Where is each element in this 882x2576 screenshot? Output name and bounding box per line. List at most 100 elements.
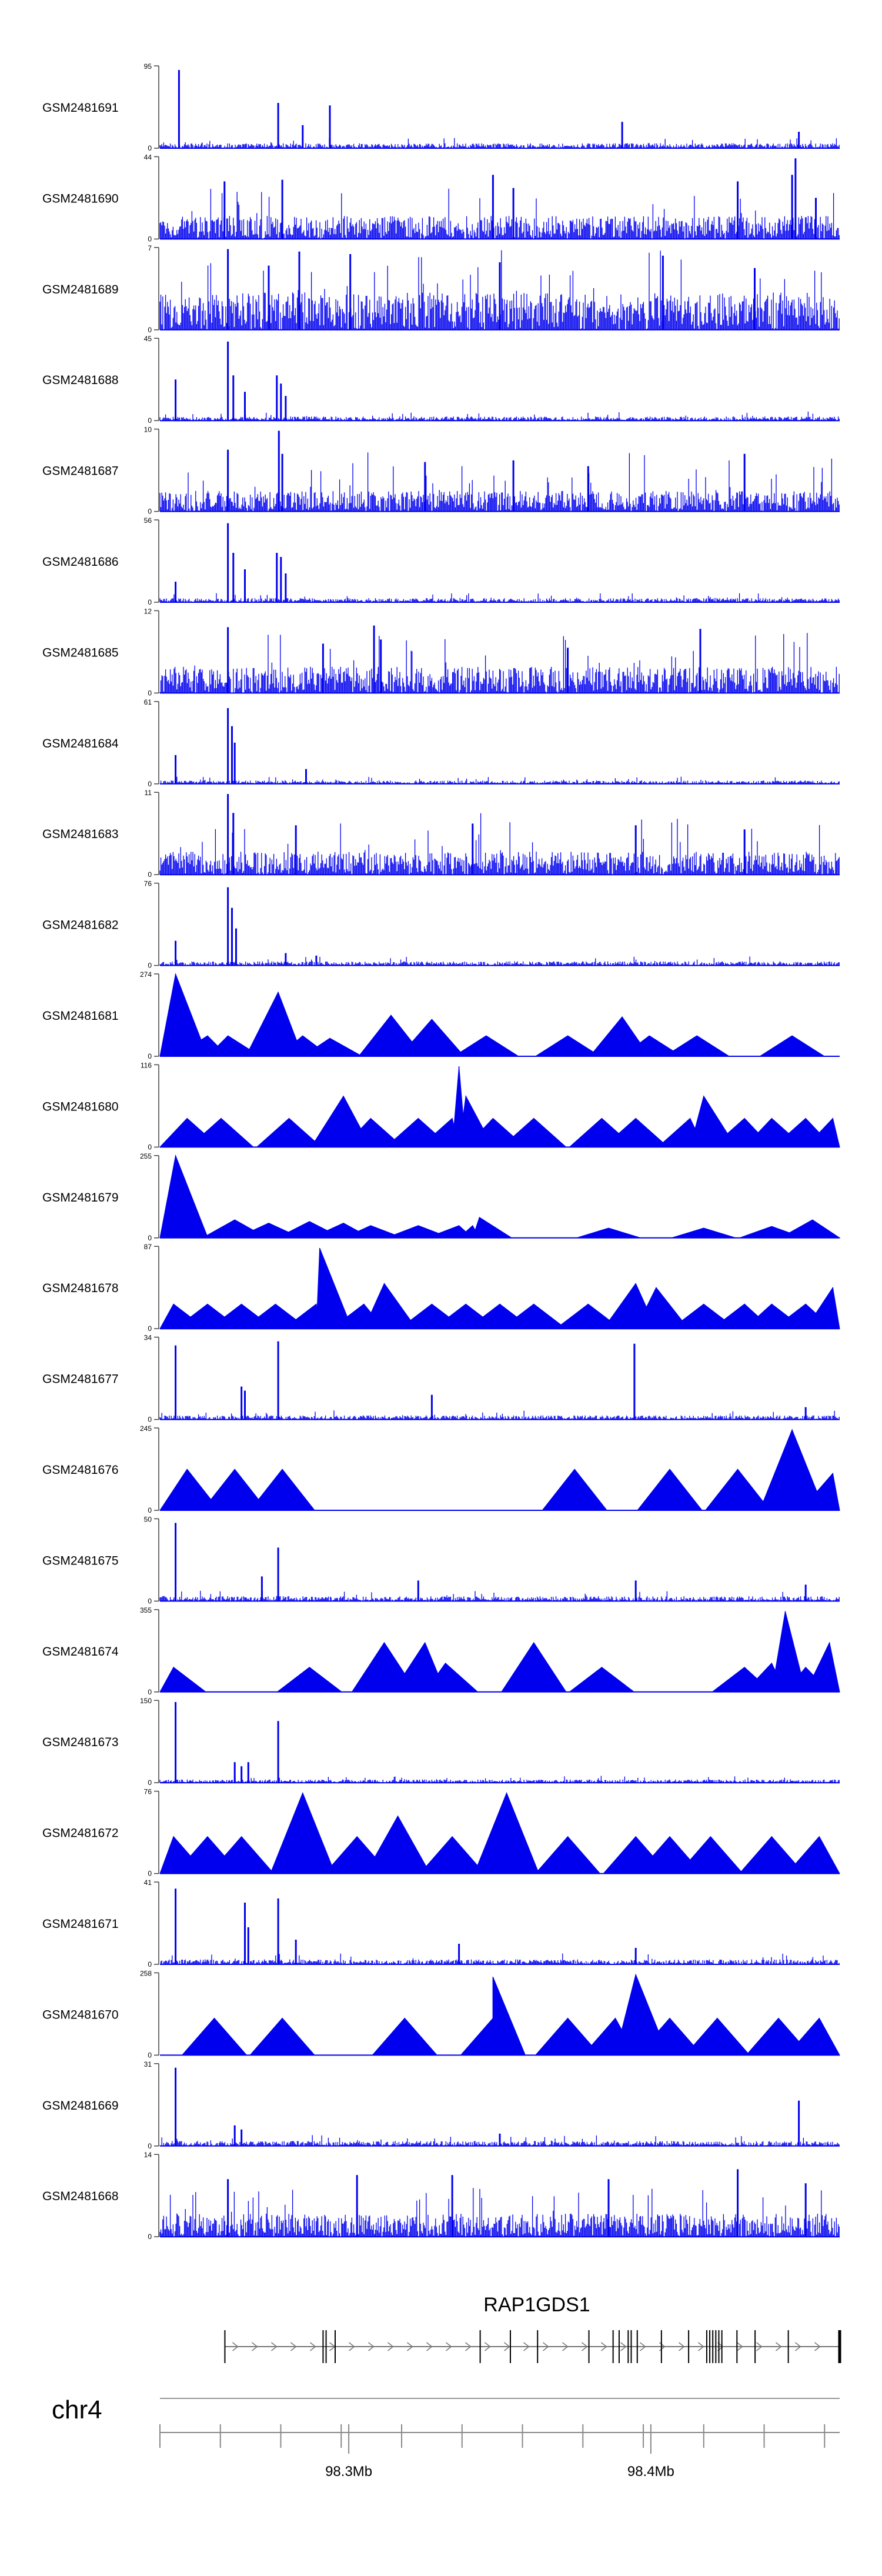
strand-arrow [678,2342,685,2351]
track-GSM2481670: GSM2481670 258 0 [42,1969,840,2059]
track-label: GSM2481677 [42,1373,119,1386]
y-max-tick-label: 87 [144,1243,152,1251]
coverage-area [159,973,826,1057]
track-label: GSM2481685 [42,646,119,659]
track-label: GSM2481675 [42,1554,119,1567]
coverage-signal [159,1776,840,1783]
coverage-tracks: GSM2481691950GSM2481690440GSM248168970GS… [42,62,841,2241]
strand-arrow [543,2342,549,2351]
y-max-tick-label: 56 [144,516,152,525]
strand-arrow [310,2342,316,2351]
strand-arrow [504,2342,510,2351]
track-GSM2481668: GSM2481668 14 0 [42,2151,840,2241]
track-label: GSM2481687 [42,465,119,478]
coverage-signal [159,633,840,693]
coverage-signal [159,776,840,784]
y-min-tick-label: 0 [148,144,152,152]
track-GSM2481669: GSM2481669 31 0 [42,2060,840,2150]
track-label: GSM2481690 [42,192,119,205]
track-label: GSM2481676 [42,1463,119,1477]
track-GSM2481673: GSM2481673 150 0 [42,1697,840,1787]
track-label: GSM2481671 [42,1917,119,1931]
track-label: GSM2481689 [42,283,119,296]
y-min-tick-label: 0 [148,1870,152,1878]
coverage-signal [159,138,840,148]
y-max-tick-label: 274 [140,970,152,979]
coverage-signal [159,956,840,966]
coverage-signal [159,452,840,512]
y-min-tick-label: 0 [148,326,152,334]
y-min-tick-label: 0 [148,235,152,243]
y-max-tick-label: 12 [144,607,152,615]
track-label: GSM2481673 [42,1736,119,1749]
coverage-signal [159,813,840,875]
y-min-tick-label: 0 [148,962,152,970]
track-GSM2481678: GSM2481678 87 0 [42,1243,840,1333]
strand-arrow [620,2342,627,2351]
y-min-tick-label: 0 [148,508,152,516]
track-GSM2481672: GSM2481672 76 0 [42,1788,840,1878]
track-GSM2481676: GSM2481676 245 0 [42,1424,840,1514]
y-min-tick-label: 0 [148,1416,152,1424]
track-GSM2481682: GSM2481682 76 0 [42,880,840,970]
coverage-area [159,1247,840,1329]
y-min-tick-label: 0 [148,1960,152,1968]
strand-arrow [271,2342,278,2351]
coverage-area [181,1973,840,2056]
track-GSM2481691: GSM2481691 95 0 [42,62,840,152]
y-min-tick-label: 0 [148,780,152,788]
track-GSM2481671: GSM2481671 41 0 [42,1878,840,1968]
x-axis-tick-label: 98.3Mb [325,2464,372,2480]
chromosome-label: chr4 [52,2395,102,2424]
track-label: GSM2481678 [42,1282,119,1295]
strand-arrow [736,2342,743,2351]
coverage-area [159,1154,841,1239]
coverage-signal [159,1590,840,1601]
y-max-tick-label: 44 [144,153,152,161]
track-label: GSM2481680 [42,1100,119,1113]
strand-arrow [697,2342,704,2351]
genomic-axis: chr4 98.3Mb 98.4Mb [52,2395,840,2480]
strand-arrow [290,2342,297,2351]
y-min-tick-label: 0 [148,1143,152,1151]
y-min-tick-label: 0 [148,2142,152,2150]
track-GSM2481689: GSM2481689 7 0 [42,244,840,334]
track-GSM2481690: GSM2481690 44 0 [42,153,840,243]
y-min-tick-label: 0 [148,1234,152,1242]
y-min-tick-label: 0 [148,416,152,425]
track-GSM2481674: GSM2481674 355 0 [42,1606,840,1696]
strand-arrow [349,2342,355,2351]
y-max-tick-label: 11 [145,789,152,797]
y-min-tick-label: 0 [148,1778,152,1787]
coverage-signal [160,1953,840,1964]
track-GSM2481680: GSM2481680 116 0 [42,1061,840,1151]
gene-model: RAP1GDS1 [224,2294,841,2363]
y-min-tick-label: 0 [148,1506,152,1514]
coverage-area [159,1792,840,1874]
strand-arrow [252,2342,258,2351]
y-max-tick-label: 255 [140,1152,152,1160]
track-label: GSM2481683 [42,827,119,841]
y-min-tick-label: 0 [148,598,152,606]
y-min-tick-label: 0 [148,1324,152,1333]
y-max-tick-label: 95 [144,62,152,71]
y-max-tick-label: 7 [148,244,152,252]
strand-arrow [232,2342,239,2351]
strand-arrow [600,2342,607,2351]
strand-arrow [562,2342,569,2351]
x-axis-tick-label: 98.4Mb [627,2464,674,2480]
y-max-tick-label: 150 [140,1697,152,1705]
y-max-tick-label: 258 [140,1969,152,1977]
track-GSM2481686: GSM2481686 56 0 [42,516,840,606]
y-min-tick-label: 0 [148,2233,152,2241]
track-label: GSM2481688 [42,373,119,387]
y-max-tick-label: 45 [144,335,152,343]
y-min-tick-label: 0 [148,1052,152,1060]
strand-arrow [465,2342,472,2351]
strand-arrow [446,2342,452,2351]
y-min-tick-label: 0 [148,689,152,697]
y-max-tick-label: 61 [144,698,152,706]
y-min-tick-label: 0 [148,2051,152,2059]
track-GSM2481687: GSM2481687 10 0 [42,426,840,516]
